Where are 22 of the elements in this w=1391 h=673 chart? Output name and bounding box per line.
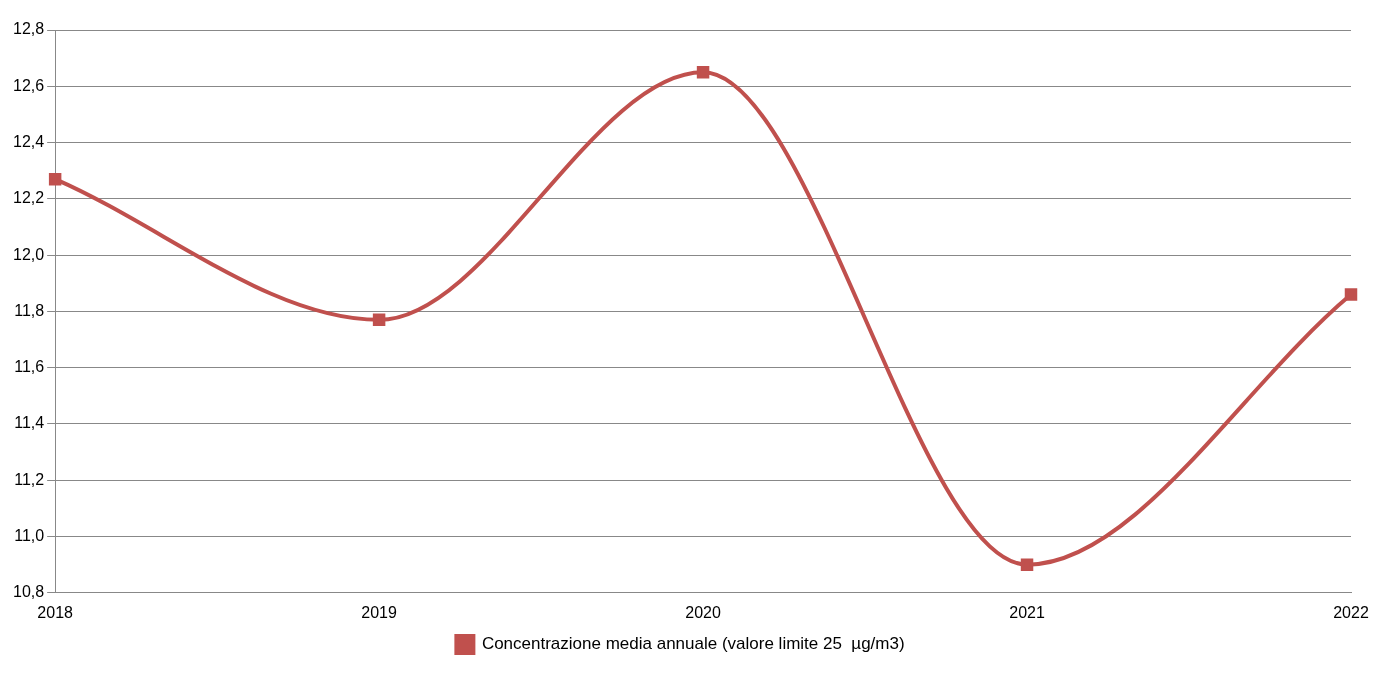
- y-tick-label: 11,2: [14, 470, 45, 488]
- y-tick-label: 11,4: [14, 414, 45, 432]
- y-tick-label: 11,8: [14, 301, 45, 319]
- x-tick-label: 2021: [1009, 603, 1045, 621]
- y-tick-label: 12,0: [13, 245, 45, 263]
- x-tick-label: 2022: [1333, 603, 1369, 621]
- x-tick-label: 2018: [37, 603, 74, 621]
- point: [1344, 288, 1358, 301]
- y-tick-label: 10,8: [13, 583, 45, 601]
- y-tick-label: 12,6: [13, 76, 45, 94]
- y-tick-label: 12,8: [13, 20, 45, 38]
- point: [696, 65, 710, 79]
- point: [48, 172, 62, 186]
- y-tick-label: 12,2: [13, 189, 45, 207]
- x-tick-label: 2019: [361, 603, 397, 621]
- x-tick-label: 2020: [685, 603, 721, 621]
- legend-label: Concentrazione media annuale (valore limite 25 µg/m3): [481, 634, 905, 654]
- point: [1020, 558, 1034, 571]
- y-tick-label: 12,4: [13, 132, 45, 150]
- y-tick-label: 11,0: [14, 526, 45, 544]
- y-tick-label: 11,6: [14, 358, 45, 376]
- point: [372, 313, 386, 327]
